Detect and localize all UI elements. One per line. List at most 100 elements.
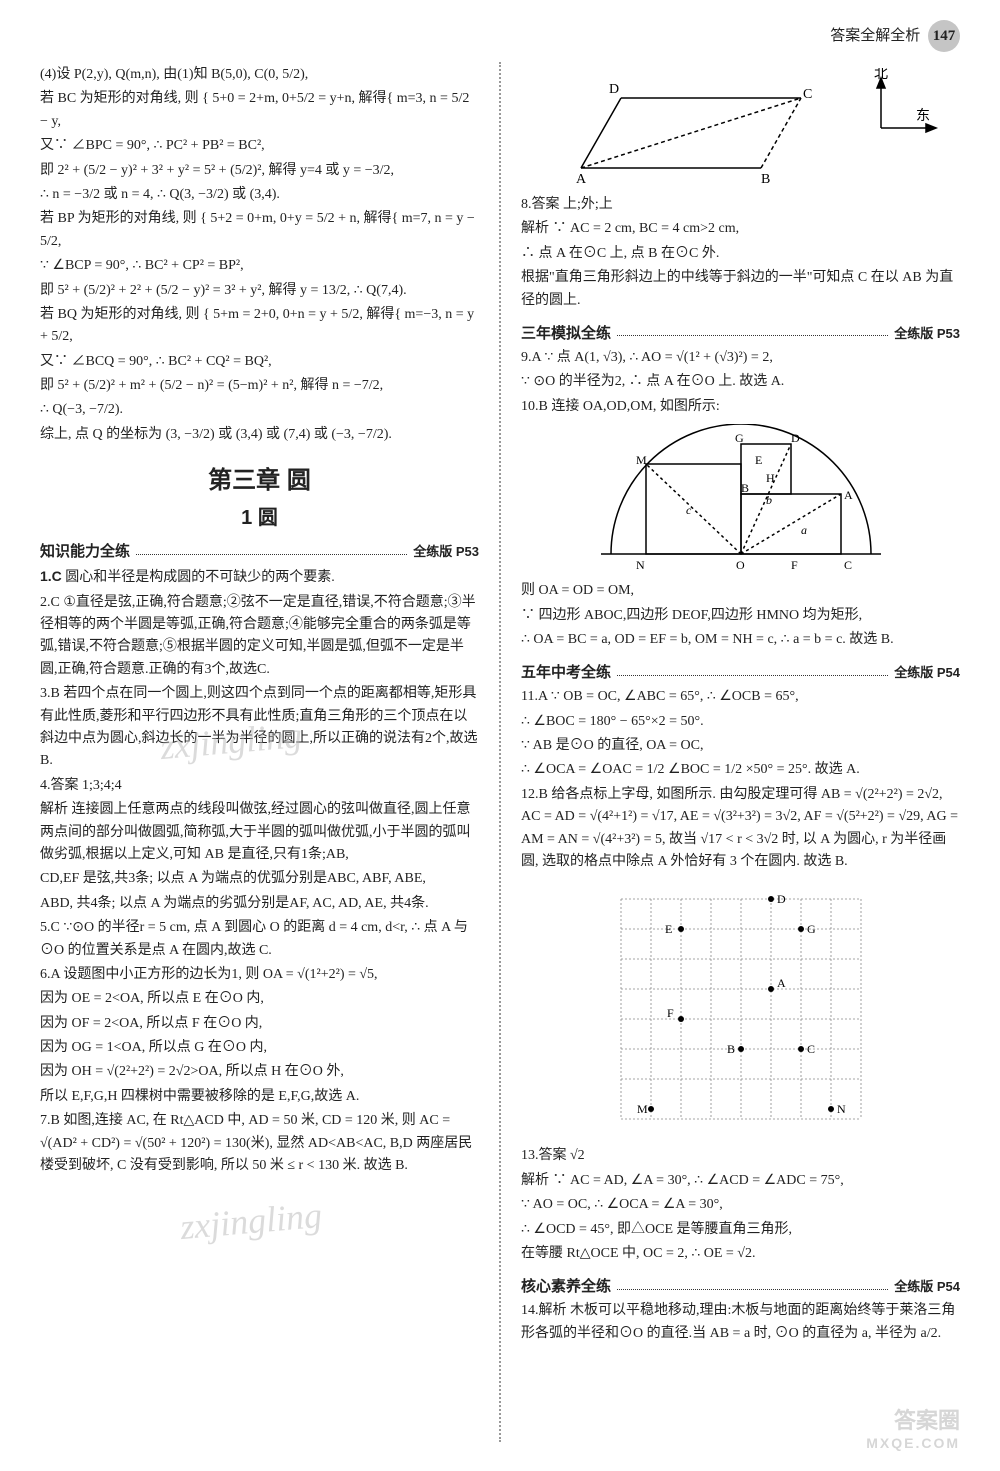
q4a: 4.答案 1;3;4;4 bbox=[40, 775, 479, 797]
svg-text:D: D bbox=[609, 82, 619, 97]
svg-text:O: O bbox=[736, 558, 745, 572]
text: ∴ Q(−3, −7/2). bbox=[40, 399, 479, 421]
text: 又∵ ∠BPC = 90°, ∴ PC² + PB² = BC², bbox=[40, 135, 479, 157]
footer-small: MXQE.COM bbox=[866, 1435, 960, 1451]
svg-text:N: N bbox=[837, 1102, 846, 1116]
svg-text:c: c bbox=[686, 503, 692, 517]
text: 即 5² + (5/2)² + m² + (5/2 − n)² = (5−m)²… bbox=[40, 375, 479, 397]
section-label: 三年模拟全练 bbox=[521, 322, 611, 343]
q8d: 根据"直角三角形斜边上的中线等于斜边的一半"可知点 C 在以 AB 为直径的圆上… bbox=[521, 267, 960, 312]
column-divider bbox=[499, 62, 501, 1442]
q14: 14.解析 木板可以平稳地移动,理由:木板与地面的距离始终等于莱洛三角形各弧的半… bbox=[521, 1300, 960, 1345]
diagram-semicircle: O A C B F D G E H M N c b a bbox=[591, 424, 891, 574]
svg-text:B: B bbox=[761, 172, 770, 187]
text: ∴ n = −3/2 或 n = 4, ∴ Q(3, −3/2) 或 (3,4)… bbox=[40, 184, 479, 206]
svg-text:D: D bbox=[791, 431, 800, 445]
q6c: 因为 OF = 2<OA, 所以点 F 在⊙O 内, bbox=[40, 1013, 479, 1035]
svg-text:G: G bbox=[807, 922, 816, 936]
page-number: 147 bbox=[928, 20, 960, 52]
q11d: ∴ ∠OCA = ∠OAC = 1/2 ∠BOC = 1/2 ×50° = 25… bbox=[521, 759, 960, 781]
section-ref: 全练版 P53 bbox=[413, 541, 479, 560]
right-column: A B C D 北 东 8.答案 上;外;上 解析 ∵ AC = 2 cm, B… bbox=[521, 62, 960, 1442]
svg-text:M: M bbox=[637, 1102, 648, 1116]
q6e: 因为 OH = √(2²+2²) = 2√2>OA, 所以点 H 在⊙O 外, bbox=[40, 1061, 479, 1083]
q3: 3.B 若四个点在同一个圆上,则这四个点到同一个点的距离都相等,矩形具有此性质,… bbox=[40, 683, 479, 773]
section-bar: 三年模拟全练 全练版 P53 bbox=[521, 322, 960, 343]
svg-text:F: F bbox=[667, 1006, 674, 1020]
text: 综上, 点 Q 的坐标为 (3, −3/2) 或 (3,4) 或 (7,4) 或… bbox=[40, 424, 479, 446]
text: 若 BP 为矩形的对角线, 则 { 5+2 = 0+m, 0+y = 5/2 +… bbox=[40, 208, 479, 253]
svg-text:b: b bbox=[766, 493, 772, 507]
q13e: 在等腰 Rt△OCE 中, OC = 2, ∴ OE = √2. bbox=[521, 1243, 960, 1265]
svg-text:B: B bbox=[741, 481, 749, 495]
footer-watermark: 答案圈 MXQE.COM bbox=[866, 1403, 960, 1451]
section-label: 知识能力全练 bbox=[40, 540, 130, 561]
dots-icon bbox=[136, 547, 407, 555]
svg-text:C: C bbox=[803, 87, 812, 102]
q6b: 因为 OE = 2<OA, 所以点 E 在⊙O 内, bbox=[40, 988, 479, 1010]
svg-text:N: N bbox=[636, 558, 645, 572]
q6f: 所以 E,F,G,H 四棵树中需要被移除的是 E,F,G,故选 A. bbox=[40, 1086, 479, 1108]
header-title: 答案全解全析 bbox=[830, 28, 920, 44]
q11a: 11.A ∵ OB = OC, ∠ABC = 65°, ∴ ∠OCB = 65°… bbox=[521, 686, 960, 708]
chapter-title: 第三章 圆 bbox=[40, 460, 479, 495]
text: 即 5² + (5/2)² + 2² + (5/2 − y)² = 3² + y… bbox=[40, 280, 479, 302]
q9a: 9.A ∵ 点 A(1, √3), ∴ AO = √(1² + (√3)²) =… bbox=[521, 347, 960, 369]
dots-icon bbox=[617, 668, 888, 676]
svg-text:A: A bbox=[576, 172, 587, 187]
svg-text:东: 东 bbox=[916, 108, 930, 124]
dots-icon bbox=[617, 1282, 888, 1290]
text: 若 BQ 为矩形的对角线, 则 { 5+m = 2+0, 0+n = y + 5… bbox=[40, 304, 479, 349]
q10: 10.B 连接 OA,OD,OM, 如图所示: bbox=[521, 396, 960, 418]
diagram-parallelogram: A B C D 北 东 bbox=[541, 68, 941, 188]
chapter-sub: 1 圆 bbox=[40, 501, 479, 530]
svg-text:A: A bbox=[777, 976, 786, 990]
q13d: ∴ ∠OCD = 45°, 即△OCE 是等腰直角三角形, bbox=[521, 1219, 960, 1241]
q10a: 则 OA = OD = OM, bbox=[521, 580, 960, 602]
svg-text:F: F bbox=[791, 558, 798, 572]
svg-text:E: E bbox=[665, 922, 672, 936]
q13a: 13.答案 √2 bbox=[521, 1145, 960, 1167]
q2: 2.C ①直径是弦,正确,符合题意;②弦不一定是直径,错误,不符合题意;③半径相… bbox=[40, 592, 479, 682]
q-num: 1.C bbox=[40, 568, 62, 584]
left-column: (4)设 P(2,y), Q(m,n), 由(1)知 B(5,0), C(0, … bbox=[40, 62, 479, 1442]
q6d: 因为 OG = 1<OA, 所以点 G 在⊙O 内, bbox=[40, 1037, 479, 1059]
svg-text:G: G bbox=[735, 431, 744, 445]
q4d: ABD, 共4条; 以点 A 为端点的劣弧分别是AF, AC, AD, AE, … bbox=[40, 893, 479, 915]
svg-text:E: E bbox=[755, 453, 762, 467]
svg-text:D: D bbox=[777, 892, 786, 906]
section-ref: 全练版 P54 bbox=[894, 662, 960, 681]
section-bar: 五年中考全练 全练版 P54 bbox=[521, 661, 960, 682]
section-ref: 全练版 P54 bbox=[894, 1276, 960, 1295]
section-label: 五年中考全练 bbox=[521, 661, 611, 682]
section-ref: 全练版 P53 bbox=[894, 323, 960, 342]
q10c: ∴ OA = BC = a, OD = EF = b, OM = NH = c,… bbox=[521, 629, 960, 651]
q10b: ∵ 四边形 ABOC,四边形 DEOF,四边形 HMNO 均为矩形, bbox=[521, 605, 960, 627]
section-bar: 知识能力全练 全练版 P53 bbox=[40, 540, 479, 561]
q1: 1.C 1.C 圆心和半径是构成圆的不可缺少的两个要素.圆心和半径是构成圆的不可… bbox=[40, 565, 479, 589]
q8c: ∴ 点 A 在⊙C 上, 点 B 在⊙C 外. bbox=[521, 243, 960, 265]
svg-text:a: a bbox=[801, 523, 807, 537]
svg-text:A: A bbox=[844, 488, 853, 502]
text: 若 BC 为矩形的对角线, 则 { 5+0 = 2+m, 0+5/2 = y+n… bbox=[40, 88, 479, 133]
page-header: 答案全解全析 147 bbox=[40, 20, 960, 52]
footer-big: 答案圈 bbox=[894, 1408, 960, 1433]
columns: (4)设 P(2,y), Q(m,n), 由(1)知 B(5,0), C(0, … bbox=[40, 62, 960, 1442]
dots-icon bbox=[617, 328, 888, 336]
text: (4)设 P(2,y), Q(m,n), 由(1)知 B(5,0), C(0, … bbox=[40, 64, 479, 86]
q11c: ∵ AB 是⊙O 的直径, OA = OC, bbox=[521, 735, 960, 757]
section-label: 核心素养全练 bbox=[521, 1275, 611, 1296]
svg-text:M: M bbox=[636, 453, 647, 467]
svg-text:C: C bbox=[844, 558, 852, 572]
q13b: 解析 ∵ AC = AD, ∠A = 30°, ∴ ∠ACD = ∠ADC = … bbox=[521, 1170, 960, 1192]
svg-text:H: H bbox=[766, 471, 775, 485]
q9b: ∵ ⊙O 的半径为2, ∴ 点 A 在⊙O 上. 故选 A. bbox=[521, 371, 960, 393]
section-bar: 核心素养全练 全练版 P54 bbox=[521, 1275, 960, 1296]
text: 即 2² + (5/2 − y)² + 3² + y² = 5² + (5/2)… bbox=[40, 160, 479, 182]
q6a: 6.A 设题图中小正方形的边长为1, 则 OA = √(1²+2²) = √5, bbox=[40, 964, 479, 986]
diagram-grid: D E G A F B C M N bbox=[601, 879, 881, 1139]
q4b: 解析 连接圆上任意两点的线段叫做弦,经过圆心的弦叫做直径,圆上任意两点间的部分叫… bbox=[40, 799, 479, 866]
q11b: ∴ ∠BOC = 180° − 65°×2 = 50°. bbox=[521, 711, 960, 733]
svg-text:C: C bbox=[807, 1042, 815, 1056]
svg-text:北: 北 bbox=[874, 68, 888, 82]
